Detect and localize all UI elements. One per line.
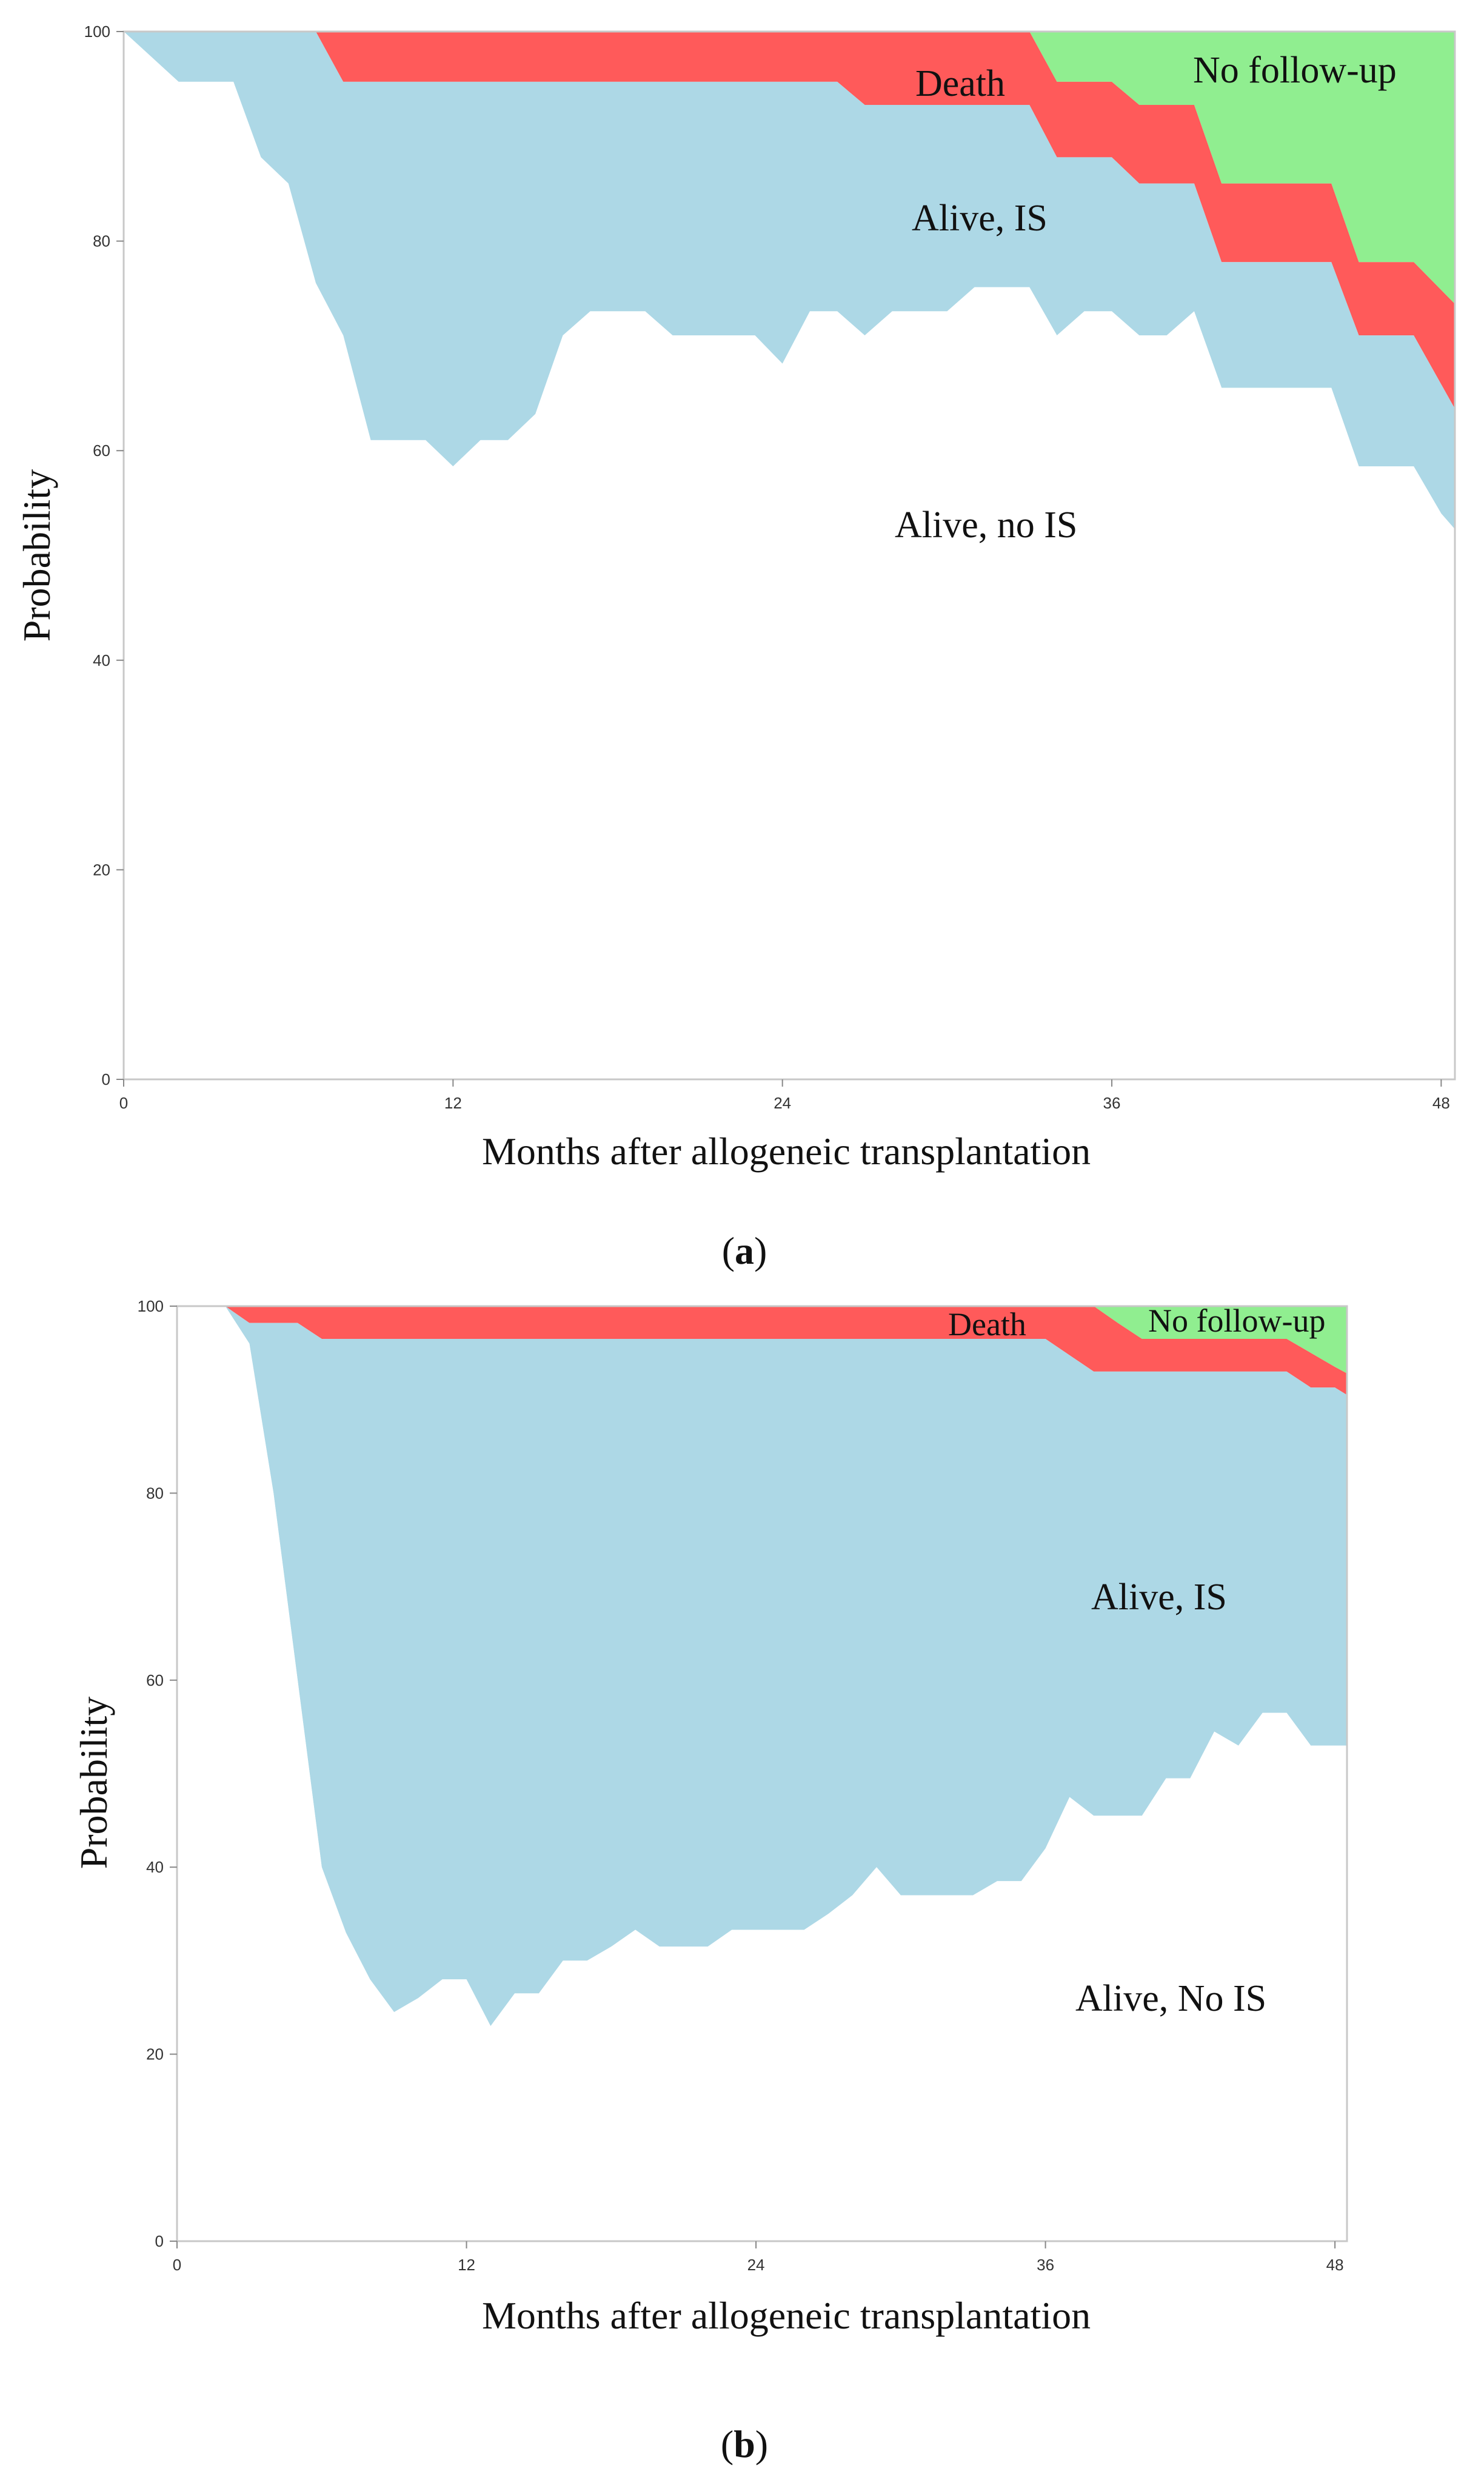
chart-panel-a: 0 20 40 60 80 100 0 12 24 36 48 Probability Month…	[15, 22, 1456, 1272]
panel-label-a: (a)	[722, 1229, 767, 1272]
x-axis-ticks-b: 0 12 24 36 48	[173, 2241, 1344, 2274]
x-tick-label: 36	[1103, 1094, 1121, 1112]
alive-is-label-a: Alive, IS	[912, 198, 1048, 239]
y-axis-title-a: Probability	[15, 469, 58, 642]
x-tick-label: 48	[1326, 2256, 1344, 2274]
x-axis-title-b: Months after allogeneic transplantation	[482, 2294, 1091, 2337]
x-tick-label: 36	[1037, 2256, 1054, 2274]
y-tick-label: 40	[146, 1858, 164, 1876]
y-tick-label: 80	[146, 1484, 164, 1502]
alive-is-label-b: Alive, IS	[1091, 1577, 1227, 1618]
x-tick-label: 12	[458, 2256, 475, 2274]
y-tick-label: 80	[93, 232, 110, 250]
no-follow-up-area-a	[124, 32, 1455, 304]
y-tick-label: 0	[155, 2232, 164, 2250]
y-tick-label: 20	[146, 2045, 164, 2064]
x-tick-label: 12	[444, 1094, 462, 1112]
y-axis-title-b: Probability	[72, 1697, 115, 1869]
alive-no-is-area-b	[177, 1306, 1347, 2241]
y-tick-label: 0	[102, 1070, 110, 1088]
x-tick-label: 0	[173, 2256, 181, 2274]
death-area-b	[177, 1306, 1347, 1395]
alive-is-area-a	[124, 32, 1455, 529]
no-follow-up-area-b	[177, 1306, 1347, 1373]
panel-label-b: (b)	[721, 2422, 768, 2466]
y-axis-ticks-b: 0 20 40 60 80 100	[138, 1297, 177, 2250]
y-tick-label: 60	[93, 441, 110, 460]
alive-no-is-label-b: Alive, No IS	[1075, 1978, 1266, 2019]
death-label-b: Death	[948, 1306, 1026, 1343]
y-axis-ticks-a: 0 20 40 60 80 100	[84, 22, 124, 1088]
alive-no-is-label-a: Alive, no IS	[895, 505, 1077, 546]
x-tick-label: 24	[747, 2256, 765, 2274]
alive-is-area-b	[177, 1306, 1347, 2027]
y-tick-label: 100	[138, 1297, 164, 1315]
x-axis-title-a: Months after allogeneic transplantation	[482, 1130, 1091, 1173]
x-tick-label: 48	[1432, 1094, 1450, 1112]
death-area-a	[124, 32, 1455, 409]
x-tick-label: 24	[774, 1094, 791, 1112]
death-label-a: Death	[915, 63, 1005, 104]
y-tick-label: 40	[93, 651, 110, 669]
alive-no-is-area-a	[124, 32, 1455, 1079]
plot-frame-b	[176, 1305, 1348, 2242]
chart-panel-b: 0 20 40 60 80 100 0 12 24 36 48 Probability Month…	[72, 1297, 1348, 2466]
y-tick-label: 100	[84, 22, 110, 41]
y-tick-label: 20	[93, 860, 110, 879]
no-follow-up-label-a: No follow-up	[1193, 50, 1397, 91]
plot-frame-a	[122, 30, 1456, 1081]
y-tick-label: 60	[146, 1671, 164, 1689]
x-tick-label: 0	[119, 1094, 128, 1112]
x-axis-ticks-a: 0 12 24 36 48	[119, 1079, 1450, 1112]
no-follow-up-label-b: No follow-up	[1148, 1302, 1325, 1339]
